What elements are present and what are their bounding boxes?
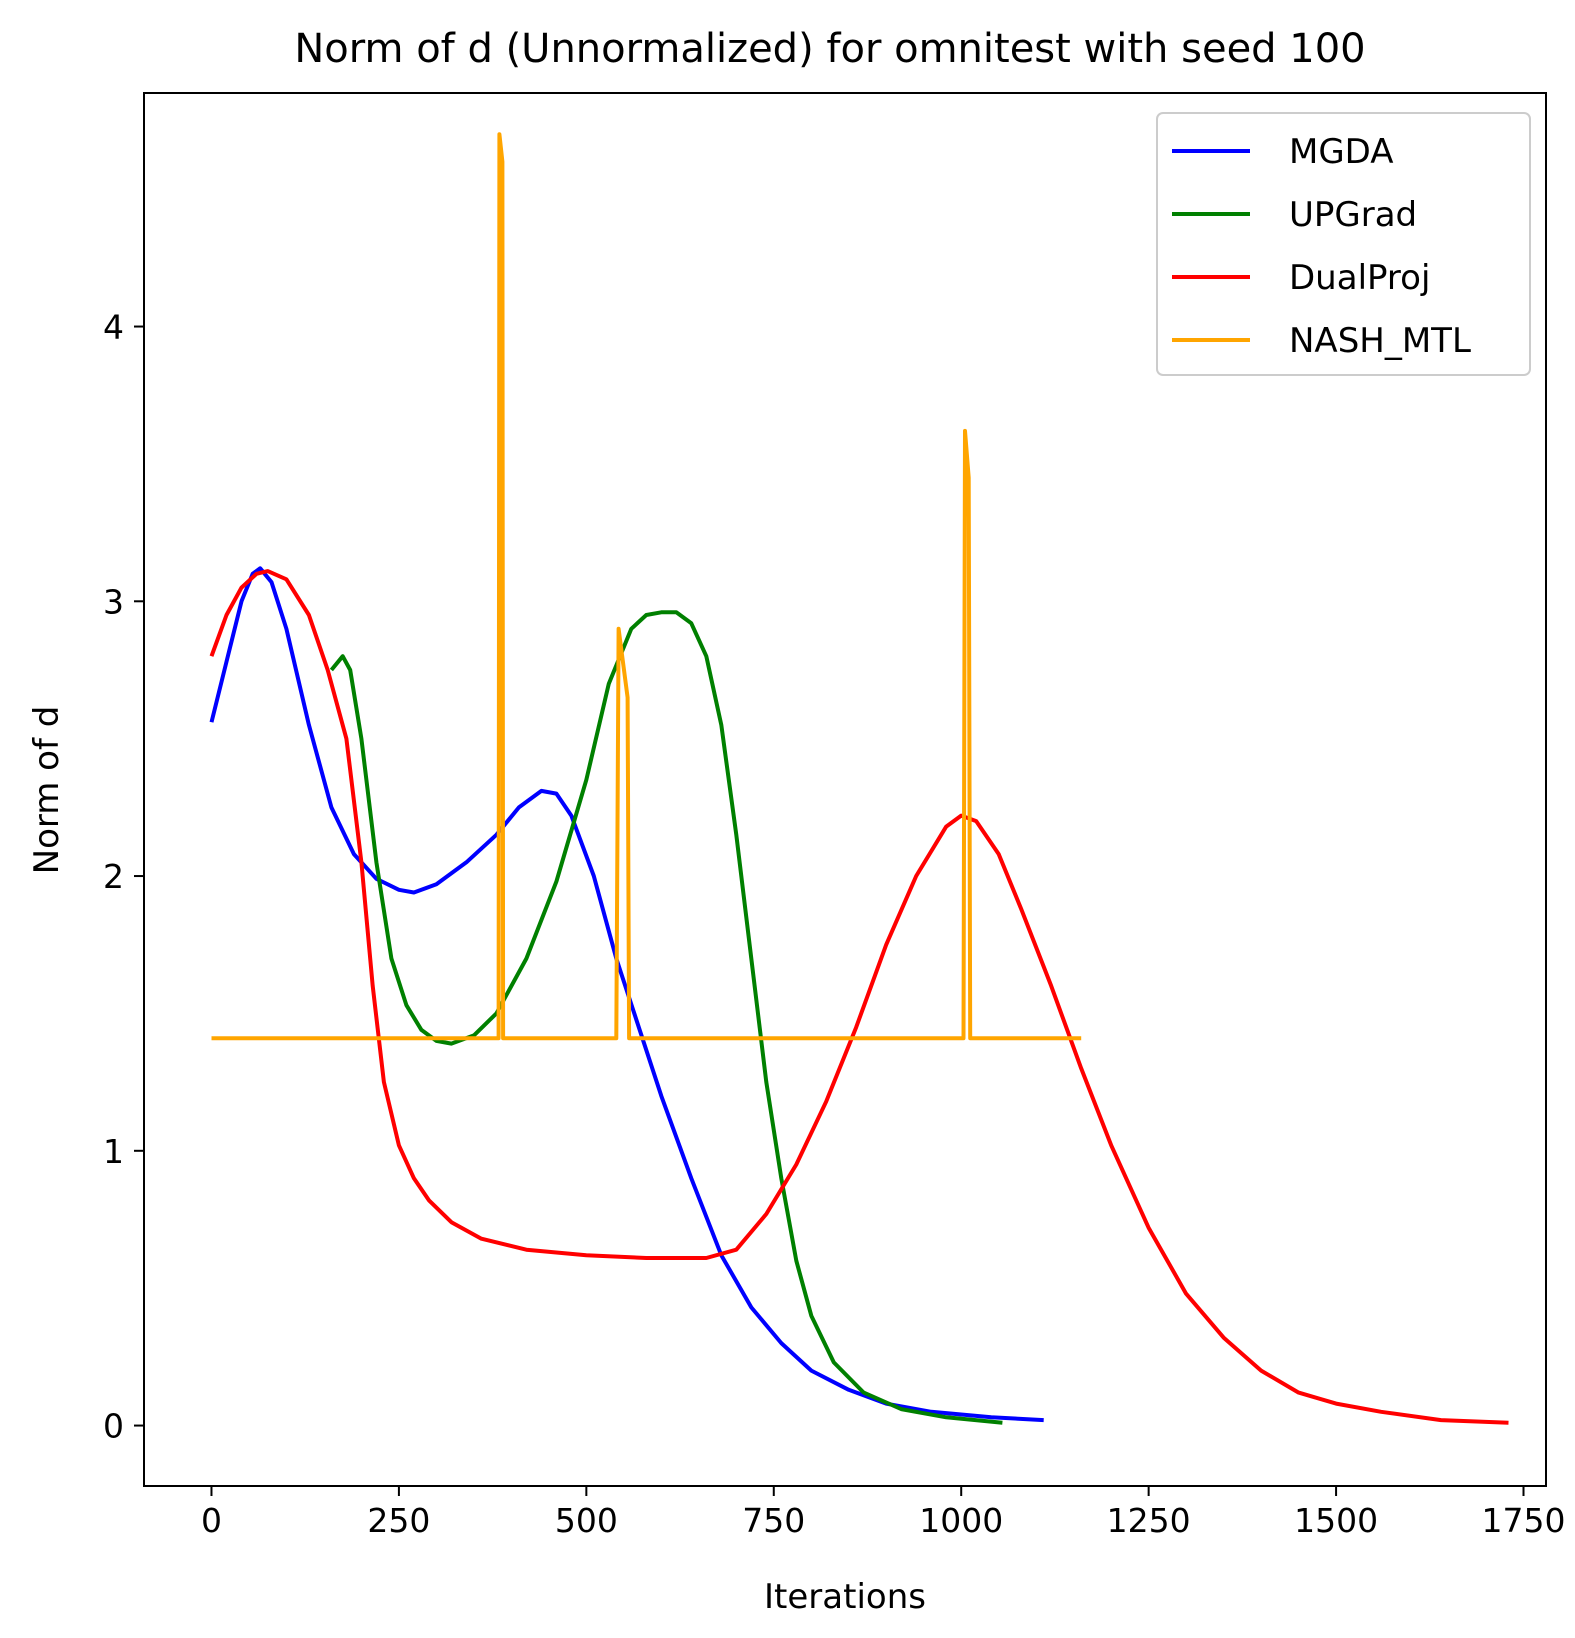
legend-entry: UPGrad — [1289, 195, 1417, 235]
x-tick-label: 1500 — [1294, 1501, 1378, 1540]
y-tick-label: 3 — [103, 582, 124, 621]
y-tick-label: 0 — [103, 1407, 124, 1446]
y-tick-label: 4 — [103, 308, 124, 347]
legend-entry: DualProj — [1289, 258, 1430, 298]
x-axis-label: Iterations — [764, 1577, 926, 1617]
x-tick-label: 1750 — [1482, 1501, 1566, 1540]
x-tick-label: 500 — [555, 1501, 618, 1540]
series-line-nash-mtl — [211, 132, 1082, 1041]
x-tick-label: 1000 — [919, 1501, 1003, 1540]
y-tick-label: 1 — [103, 1132, 124, 1171]
y-axis-label: Norm of d — [27, 706, 67, 875]
series-line-dualproj — [209, 569, 1509, 1425]
y-axis: 0 1 2 3 4 — [103, 308, 144, 1446]
legend: MGDA UPGrad DualProj NASH_MTL — [1156, 112, 1531, 376]
x-tick-label: 750 — [742, 1501, 805, 1540]
series-layer — [209, 132, 1509, 1425]
legend-entry: NASH_MTL — [1289, 321, 1471, 361]
x-tick-label: 250 — [367, 1501, 430, 1540]
plot-frame — [143, 92, 1547, 1487]
chart-title: Norm of d (Unnormalized) for omnitest wi… — [294, 26, 1365, 72]
legend-box — [1156, 112, 1531, 376]
x-tick-label: 0 — [201, 1501, 222, 1540]
y-tick-label: 2 — [103, 857, 124, 896]
x-tick-label: 1250 — [1107, 1501, 1191, 1540]
x-axis: 0 250 500 750 1000 1250 1500 1750 — [201, 1486, 1566, 1540]
series-line-upgrad — [329, 610, 1003, 1425]
legend-entry: MGDA — [1289, 132, 1394, 172]
series-line-mgda — [209, 566, 1044, 1423]
